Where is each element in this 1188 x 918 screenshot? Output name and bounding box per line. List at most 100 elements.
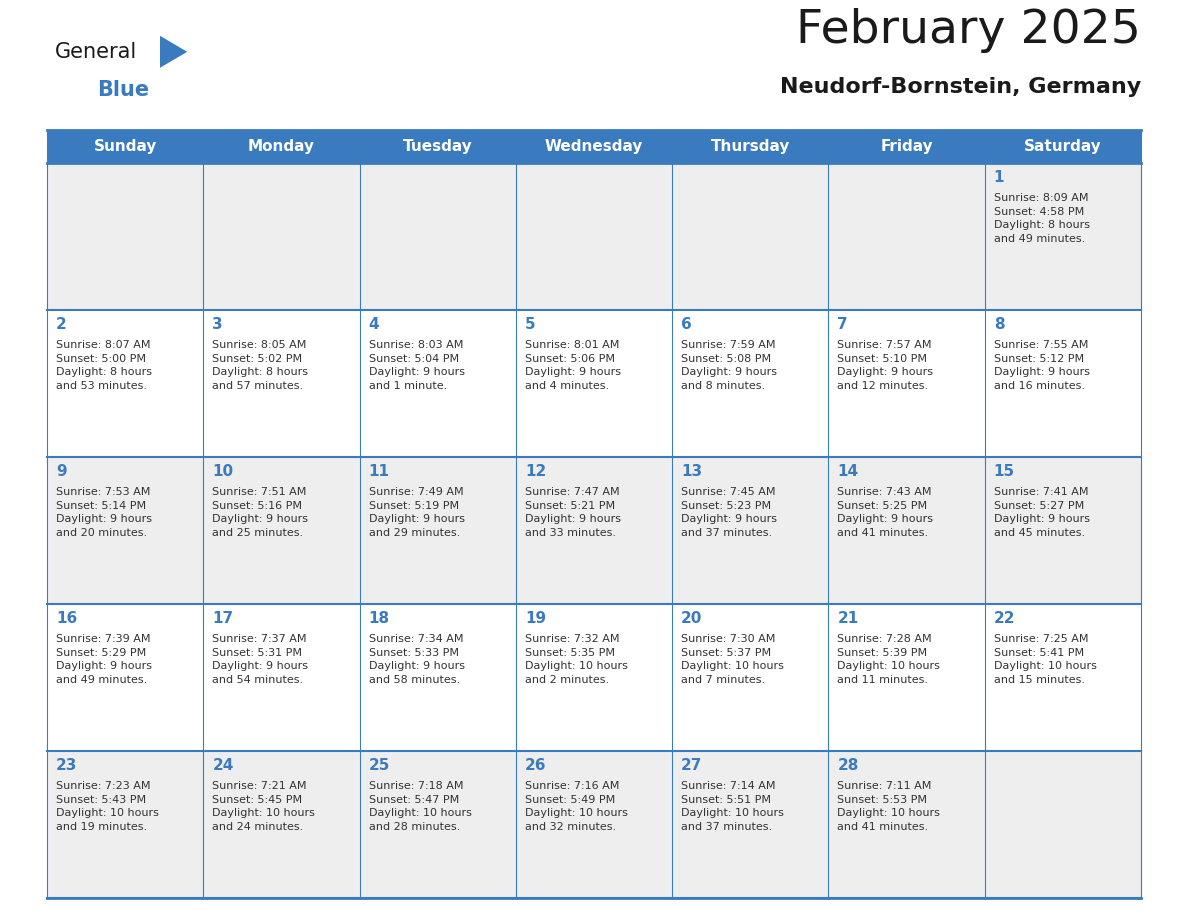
Bar <box>672 751 828 898</box>
Bar <box>985 604 1140 751</box>
Text: Sunrise: 7:53 AM
Sunset: 5:14 PM
Daylight: 9 hours
and 20 minutes.: Sunrise: 7:53 AM Sunset: 5:14 PM Dayligh… <box>56 487 152 538</box>
Bar <box>516 751 672 898</box>
Text: Sunrise: 7:43 AM
Sunset: 5:25 PM
Daylight: 9 hours
and 41 minutes.: Sunrise: 7:43 AM Sunset: 5:25 PM Dayligh… <box>838 487 934 538</box>
Text: 13: 13 <box>681 464 702 479</box>
Bar <box>360 457 516 604</box>
Text: 7: 7 <box>838 317 848 332</box>
Text: Thursday: Thursday <box>710 139 790 154</box>
Bar <box>48 604 203 751</box>
Text: Sunrise: 7:16 AM
Sunset: 5:49 PM
Daylight: 10 hours
and 32 minutes.: Sunrise: 7:16 AM Sunset: 5:49 PM Dayligh… <box>525 781 627 832</box>
Text: 26: 26 <box>525 758 546 773</box>
Bar <box>672 604 828 751</box>
Text: Sunrise: 8:03 AM
Sunset: 5:04 PM
Daylight: 9 hours
and 1 minute.: Sunrise: 8:03 AM Sunset: 5:04 PM Dayligh… <box>368 340 465 391</box>
Text: Friday: Friday <box>880 139 933 154</box>
Text: 27: 27 <box>681 758 702 773</box>
Text: Sunrise: 8:05 AM
Sunset: 5:02 PM
Daylight: 8 hours
and 57 minutes.: Sunrise: 8:05 AM Sunset: 5:02 PM Dayligh… <box>213 340 308 391</box>
Bar <box>672 310 828 457</box>
Bar <box>48 130 1140 163</box>
Text: Blue: Blue <box>97 80 150 100</box>
Text: Sunrise: 7:39 AM
Sunset: 5:29 PM
Daylight: 9 hours
and 49 minutes.: Sunrise: 7:39 AM Sunset: 5:29 PM Dayligh… <box>56 634 152 685</box>
Bar <box>203 163 360 310</box>
Bar <box>516 310 672 457</box>
Text: Sunrise: 8:07 AM
Sunset: 5:00 PM
Daylight: 8 hours
and 53 minutes.: Sunrise: 8:07 AM Sunset: 5:00 PM Dayligh… <box>56 340 152 391</box>
Text: 20: 20 <box>681 611 702 626</box>
Text: Sunrise: 7:47 AM
Sunset: 5:21 PM
Daylight: 9 hours
and 33 minutes.: Sunrise: 7:47 AM Sunset: 5:21 PM Dayligh… <box>525 487 621 538</box>
Text: 18: 18 <box>368 611 390 626</box>
Text: Wednesday: Wednesday <box>545 139 643 154</box>
Text: Sunrise: 7:30 AM
Sunset: 5:37 PM
Daylight: 10 hours
and 7 minutes.: Sunrise: 7:30 AM Sunset: 5:37 PM Dayligh… <box>681 634 784 685</box>
Polygon shape <box>160 36 188 68</box>
Bar <box>48 751 203 898</box>
Bar <box>672 163 828 310</box>
Text: 11: 11 <box>368 464 390 479</box>
Text: Sunrise: 7:28 AM
Sunset: 5:39 PM
Daylight: 10 hours
and 11 minutes.: Sunrise: 7:28 AM Sunset: 5:39 PM Dayligh… <box>838 634 941 685</box>
Text: Sunrise: 7:25 AM
Sunset: 5:41 PM
Daylight: 10 hours
and 15 minutes.: Sunrise: 7:25 AM Sunset: 5:41 PM Dayligh… <box>993 634 1097 685</box>
Text: 19: 19 <box>525 611 546 626</box>
Bar <box>203 604 360 751</box>
Bar <box>48 163 203 310</box>
Text: 25: 25 <box>368 758 390 773</box>
Text: 9: 9 <box>56 464 67 479</box>
Text: Sunrise: 7:45 AM
Sunset: 5:23 PM
Daylight: 9 hours
and 37 minutes.: Sunrise: 7:45 AM Sunset: 5:23 PM Dayligh… <box>681 487 777 538</box>
Text: 23: 23 <box>56 758 77 773</box>
Bar <box>360 604 516 751</box>
Text: Sunrise: 7:14 AM
Sunset: 5:51 PM
Daylight: 10 hours
and 37 minutes.: Sunrise: 7:14 AM Sunset: 5:51 PM Dayligh… <box>681 781 784 832</box>
Text: 17: 17 <box>213 611 233 626</box>
Bar <box>203 751 360 898</box>
Text: 24: 24 <box>213 758 234 773</box>
Text: Sunrise: 7:57 AM
Sunset: 5:10 PM
Daylight: 9 hours
and 12 minutes.: Sunrise: 7:57 AM Sunset: 5:10 PM Dayligh… <box>838 340 934 391</box>
Bar <box>672 457 828 604</box>
Text: 22: 22 <box>993 611 1016 626</box>
Text: 28: 28 <box>838 758 859 773</box>
Bar <box>828 604 985 751</box>
Text: February 2025: February 2025 <box>796 8 1140 53</box>
Bar <box>516 163 672 310</box>
Bar <box>985 163 1140 310</box>
Text: Sunrise: 7:51 AM
Sunset: 5:16 PM
Daylight: 9 hours
and 25 minutes.: Sunrise: 7:51 AM Sunset: 5:16 PM Dayligh… <box>213 487 308 538</box>
Bar <box>516 604 672 751</box>
Text: 12: 12 <box>525 464 546 479</box>
Text: 1: 1 <box>993 170 1004 185</box>
Bar <box>516 457 672 604</box>
Bar <box>985 457 1140 604</box>
Bar <box>828 751 985 898</box>
Text: General: General <box>55 42 138 62</box>
Text: Sunrise: 7:37 AM
Sunset: 5:31 PM
Daylight: 9 hours
and 54 minutes.: Sunrise: 7:37 AM Sunset: 5:31 PM Dayligh… <box>213 634 308 685</box>
Text: 2: 2 <box>56 317 67 332</box>
Bar <box>203 310 360 457</box>
Text: Saturday: Saturday <box>1024 139 1101 154</box>
Text: Sunrise: 7:34 AM
Sunset: 5:33 PM
Daylight: 9 hours
and 58 minutes.: Sunrise: 7:34 AM Sunset: 5:33 PM Dayligh… <box>368 634 465 685</box>
Bar <box>828 310 985 457</box>
Text: Tuesday: Tuesday <box>403 139 473 154</box>
Text: Neudorf-Bornstein, Germany: Neudorf-Bornstein, Germany <box>779 77 1140 97</box>
Bar <box>360 310 516 457</box>
Text: Monday: Monday <box>248 139 315 154</box>
Bar <box>203 457 360 604</box>
Text: Sunrise: 7:21 AM
Sunset: 5:45 PM
Daylight: 10 hours
and 24 minutes.: Sunrise: 7:21 AM Sunset: 5:45 PM Dayligh… <box>213 781 315 832</box>
Text: Sunrise: 7:41 AM
Sunset: 5:27 PM
Daylight: 9 hours
and 45 minutes.: Sunrise: 7:41 AM Sunset: 5:27 PM Dayligh… <box>993 487 1089 538</box>
Text: 5: 5 <box>525 317 536 332</box>
Text: 4: 4 <box>368 317 379 332</box>
Bar <box>828 163 985 310</box>
Text: 8: 8 <box>993 317 1004 332</box>
Text: Sunrise: 7:23 AM
Sunset: 5:43 PM
Daylight: 10 hours
and 19 minutes.: Sunrise: 7:23 AM Sunset: 5:43 PM Dayligh… <box>56 781 159 832</box>
Bar <box>48 457 203 604</box>
Text: 3: 3 <box>213 317 223 332</box>
Text: Sunrise: 8:01 AM
Sunset: 5:06 PM
Daylight: 9 hours
and 4 minutes.: Sunrise: 8:01 AM Sunset: 5:06 PM Dayligh… <box>525 340 621 391</box>
Text: Sunrise: 8:09 AM
Sunset: 4:58 PM
Daylight: 8 hours
and 49 minutes.: Sunrise: 8:09 AM Sunset: 4:58 PM Dayligh… <box>993 193 1089 244</box>
Text: 16: 16 <box>56 611 77 626</box>
Text: 6: 6 <box>681 317 691 332</box>
Bar <box>985 310 1140 457</box>
Text: 10: 10 <box>213 464 233 479</box>
Text: 15: 15 <box>993 464 1015 479</box>
Text: Sunday: Sunday <box>94 139 157 154</box>
Bar <box>828 457 985 604</box>
Bar <box>360 751 516 898</box>
Text: 21: 21 <box>838 611 859 626</box>
Text: 14: 14 <box>838 464 859 479</box>
Text: Sunrise: 7:18 AM
Sunset: 5:47 PM
Daylight: 10 hours
and 28 minutes.: Sunrise: 7:18 AM Sunset: 5:47 PM Dayligh… <box>368 781 472 832</box>
Text: Sunrise: 7:59 AM
Sunset: 5:08 PM
Daylight: 9 hours
and 8 minutes.: Sunrise: 7:59 AM Sunset: 5:08 PM Dayligh… <box>681 340 777 391</box>
Bar <box>360 163 516 310</box>
Text: Sunrise: 7:49 AM
Sunset: 5:19 PM
Daylight: 9 hours
and 29 minutes.: Sunrise: 7:49 AM Sunset: 5:19 PM Dayligh… <box>368 487 465 538</box>
Bar <box>985 751 1140 898</box>
